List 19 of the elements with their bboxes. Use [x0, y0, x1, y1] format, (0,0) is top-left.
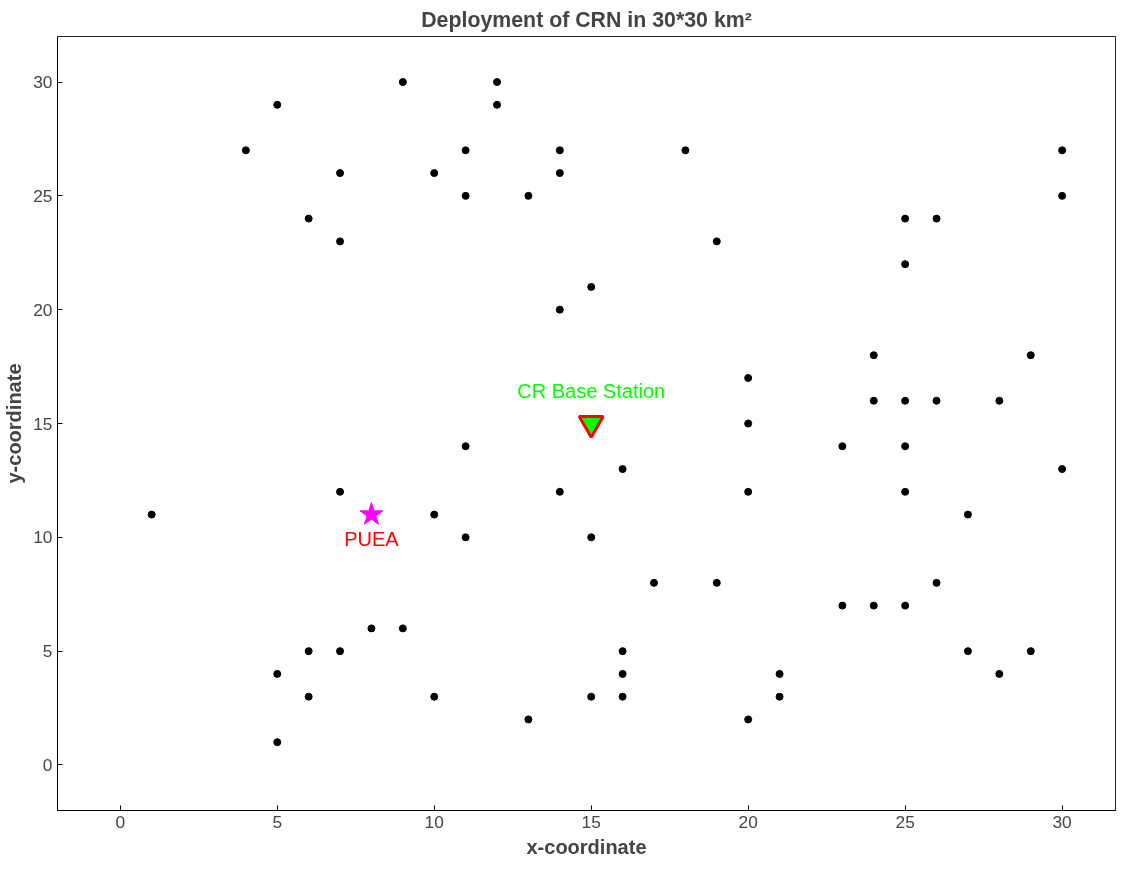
x-tick-label: 25 — [895, 811, 915, 832]
x-tick-label: 20 — [738, 811, 758, 832]
y-tick-label: 5 — [42, 641, 53, 662]
y-tick-label: 15 — [33, 413, 53, 434]
chart-title: Deployment of CRN in 30*30 km² — [421, 7, 752, 32]
x-tick-label: 0 — [115, 811, 126, 832]
y-tick-label: 25 — [33, 185, 53, 206]
x-tick-label: 15 — [581, 811, 601, 832]
x-tick-label: 5 — [272, 811, 283, 832]
y-tick-label: 0 — [42, 754, 53, 775]
x-tick-label: 30 — [1052, 811, 1072, 832]
y-axis-title: y-coordinate — [3, 363, 26, 484]
y-tick-label: 30 — [33, 72, 53, 93]
x-tick-label: 10 — [424, 811, 444, 832]
y-tick-label: 20 — [33, 299, 53, 320]
annotation: PUEA — [344, 527, 400, 550]
x-axis-title: x-coordinate — [526, 835, 647, 858]
y-tick-label: 10 — [33, 527, 53, 548]
annotation: CR Base Station — [517, 379, 666, 402]
